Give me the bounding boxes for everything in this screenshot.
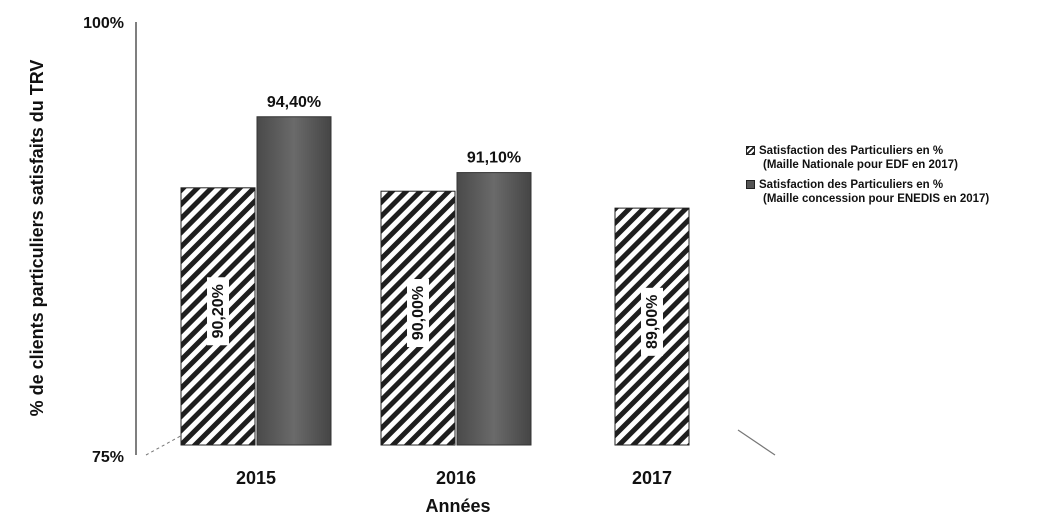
bar-hatched-label-bg-2017 — [641, 287, 663, 356]
bar-solid-value-label-2016: 91,10% — [467, 150, 521, 167]
legend-item-solid: Satisfaction des Particuliers en % (Mail… — [746, 178, 1036, 206]
x-tick-label-2017: 2017 — [632, 468, 672, 488]
y-tick-top: 100% — [83, 15, 124, 32]
bar-hatched-label-bg-2015 — [207, 277, 229, 346]
bar-hatched-value-label-2017: 89,00% — [644, 295, 661, 349]
labels-layer: 90,20% 94,40% 2015 90,00% 91,10% 2016 89,00% 20… — [207, 94, 672, 488]
bar-hatched-value-label-2015: 90,20% — [210, 284, 227, 338]
solid-swatch-icon — [746, 180, 755, 189]
hatched-swatch-icon — [746, 146, 755, 155]
floor-right-edge — [737, 429, 776, 456]
x-tick-label-2016: 2016 — [436, 468, 476, 488]
legend-item-solid-title: Satisfaction des Particuliers en % — [759, 179, 944, 191]
floor-left-edge — [145, 432, 187, 456]
bar-solid-2015 — [256, 116, 332, 446]
y-axis-label: % de clients particuliers satisfaits du … — [27, 60, 47, 417]
x-tick-label-2015: 2015 — [236, 468, 276, 488]
bars-layer — [180, 116, 690, 446]
chart-legend: Satisfaction des Particuliers en % (Mail… — [746, 144, 1036, 212]
y-tick-bottom: 75% — [92, 449, 124, 466]
bar-hatched-value-label-2016: 90,00% — [410, 286, 427, 340]
bar-solid-2016 — [456, 172, 532, 446]
legend-item-solid-subtitle: (Maille concession pour ENEDIS en 2017) — [763, 193, 990, 205]
legend-item-hatched: Satisfaction des Particuliers en % (Mail… — [746, 144, 1036, 172]
bar-hatched-label-bg-2016 — [407, 279, 429, 348]
legend-item-hatched-title: Satisfaction des Particuliers en % — [759, 145, 944, 157]
x-axis-label: Années — [425, 496, 490, 516]
bar-solid-value-label-2015: 94,40% — [267, 94, 321, 111]
legend-item-hatched-subtitle: (Maille Nationale pour EDF en 2017) — [763, 159, 958, 171]
